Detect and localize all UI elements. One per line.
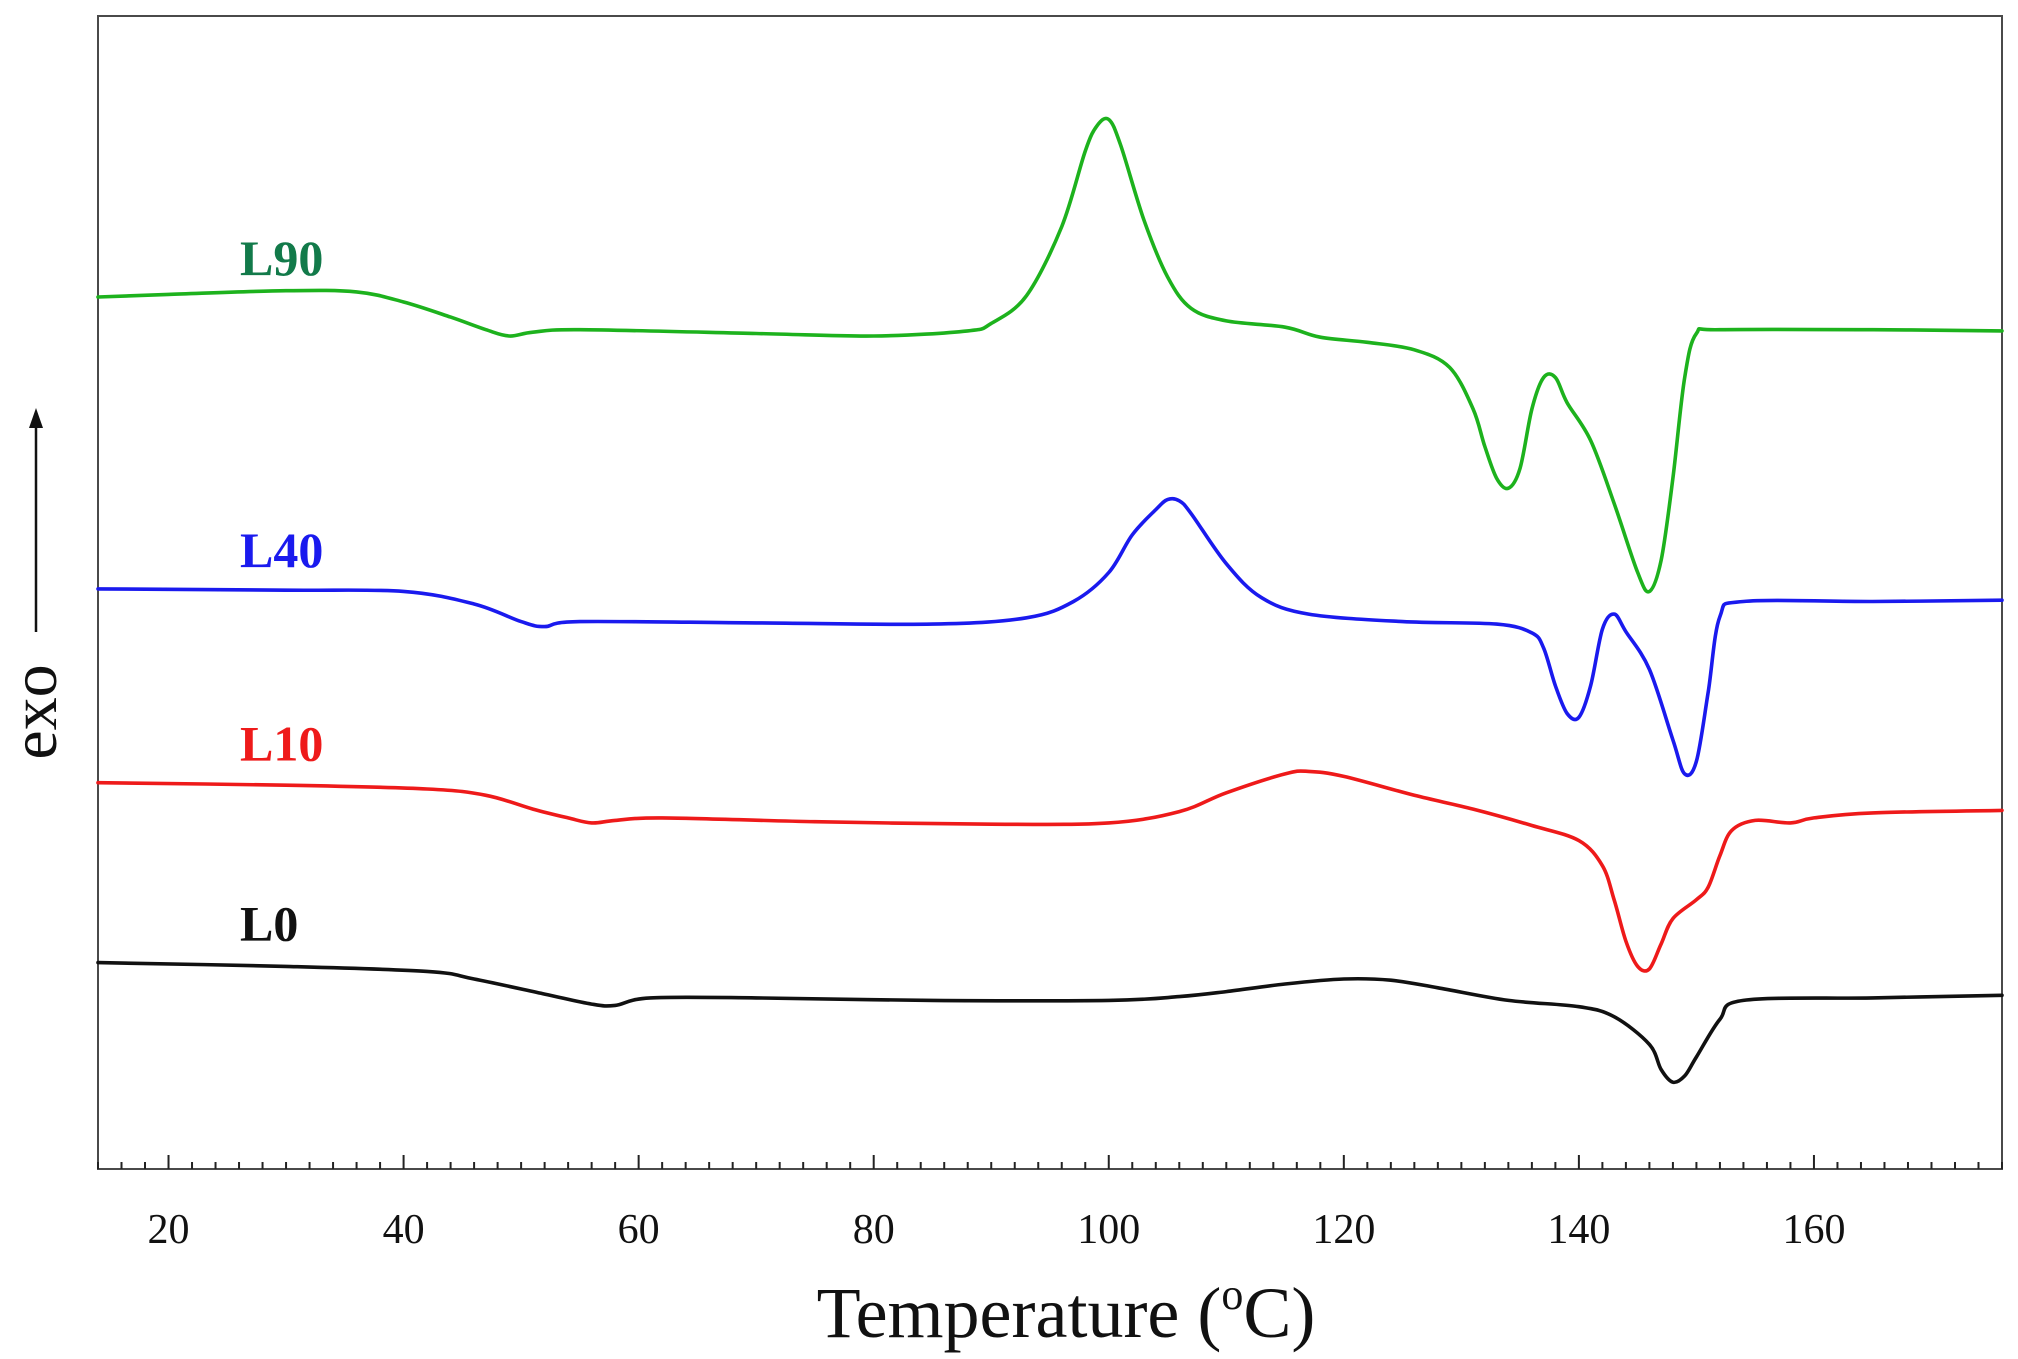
x-tick-label: 160 bbox=[1782, 1207, 1845, 1253]
x-minor-ticks bbox=[97, 1162, 2003, 1169]
x-major-ticks bbox=[167, 1155, 1815, 1169]
y-axis-arrow-icon bbox=[29, 408, 43, 428]
plot-frame bbox=[97, 15, 2003, 1170]
series-label-l0: L0 bbox=[240, 896, 298, 952]
x-tick-label: 80 bbox=[853, 1207, 895, 1253]
series-line-l40 bbox=[96, 496, 2004, 778]
series-label-l10: L10 bbox=[240, 716, 323, 772]
series-line-l0 bbox=[96, 960, 2004, 1085]
x-tick-label: 40 bbox=[383, 1207, 425, 1253]
x-tick-label: 20 bbox=[148, 1207, 190, 1253]
x-axis-title: Temperature (oC) bbox=[817, 1270, 1316, 1353]
series-label-l40: L40 bbox=[240, 522, 323, 578]
series-label-l90: L90 bbox=[240, 230, 323, 286]
y-axis-label: exo bbox=[0, 664, 71, 759]
x-tick-label: 60 bbox=[618, 1207, 660, 1253]
series-labels: L90 L40 L10 L0 bbox=[240, 230, 323, 952]
x-tick-label: 100 bbox=[1077, 1207, 1140, 1253]
y-axis-label-group: exo bbox=[0, 408, 71, 760]
x-tick-label: 140 bbox=[1547, 1207, 1610, 1253]
x-tick-labels: 20 40 60 80 100 120 140 160 bbox=[148, 1207, 1846, 1253]
series-line-l90 bbox=[96, 116, 2004, 594]
series-line-l10 bbox=[96, 769, 2004, 973]
x-tick-label: 120 bbox=[1312, 1207, 1375, 1253]
series-curves bbox=[96, 116, 2004, 1085]
